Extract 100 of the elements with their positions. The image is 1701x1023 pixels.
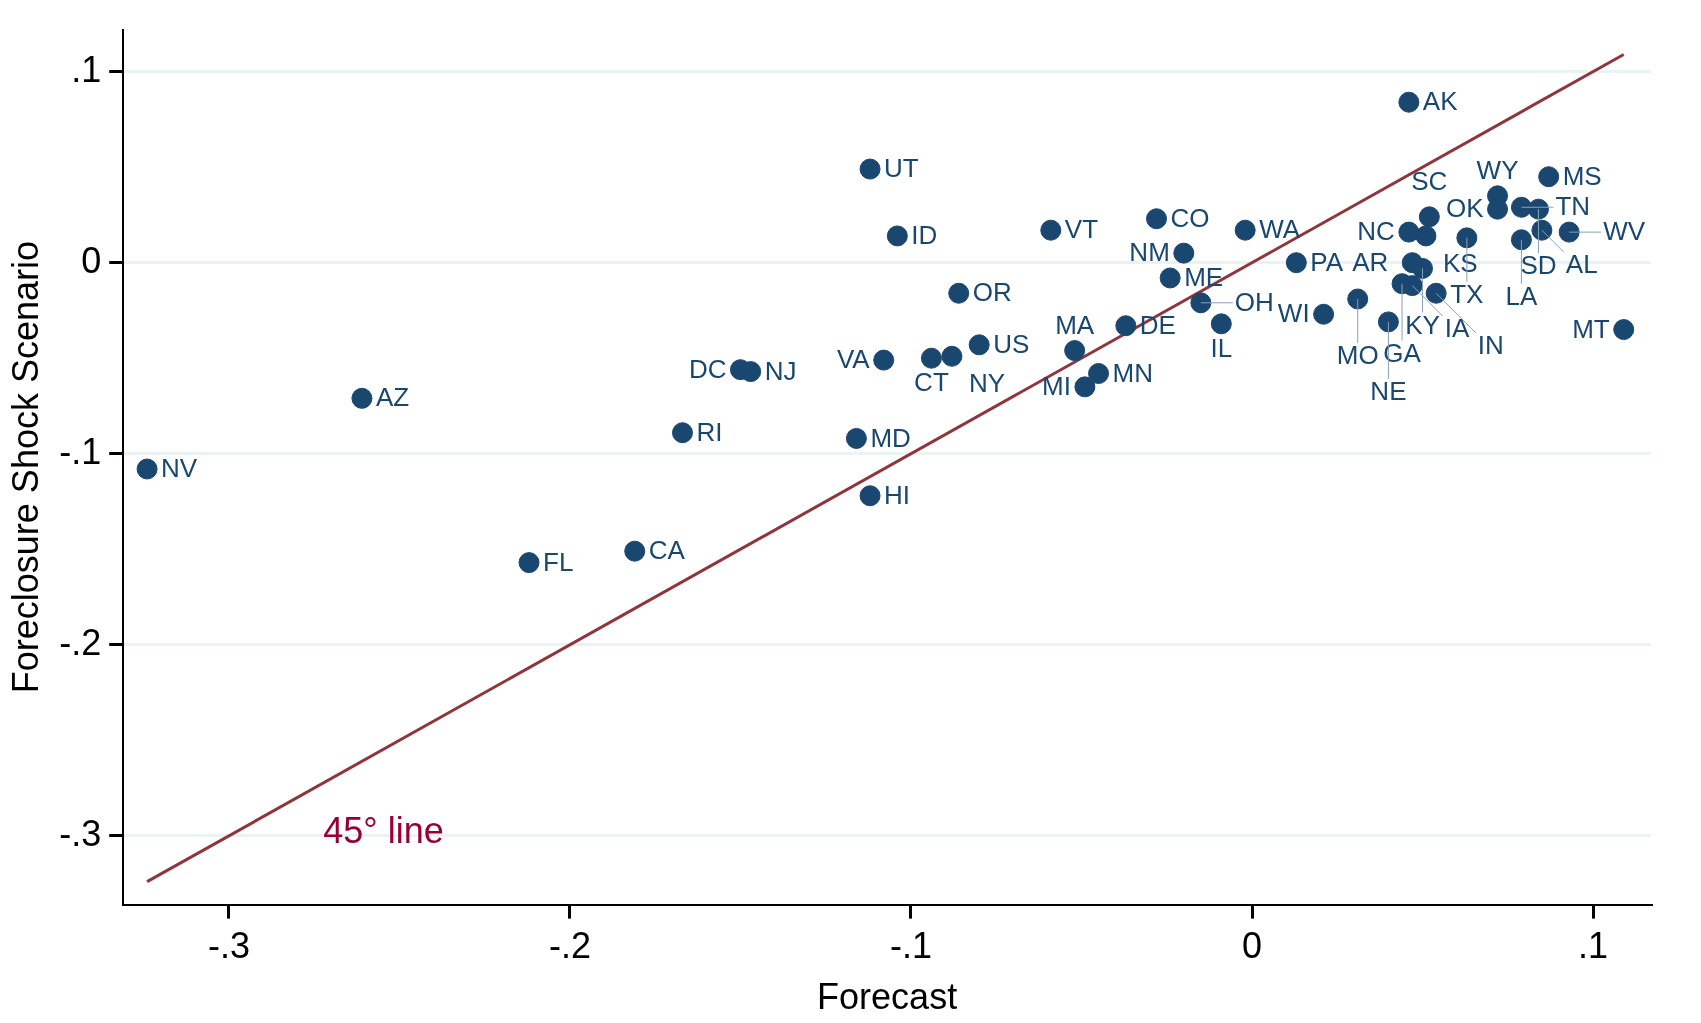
data-label: NM bbox=[1129, 237, 1170, 268]
point bbox=[1418, 206, 1440, 228]
point bbox=[920, 347, 942, 369]
point bbox=[948, 282, 970, 304]
data-label: NJ bbox=[764, 355, 797, 386]
data-label: US bbox=[993, 329, 1030, 359]
data-label: CA bbox=[648, 535, 686, 566]
point bbox=[351, 387, 373, 409]
point bbox=[1313, 303, 1335, 325]
data-label: WI bbox=[1277, 298, 1310, 329]
point bbox=[859, 485, 881, 507]
point bbox=[1173, 242, 1195, 264]
point bbox=[1074, 376, 1096, 398]
data-label: CT bbox=[914, 367, 949, 398]
point bbox=[1190, 292, 1212, 314]
point bbox=[1159, 267, 1181, 289]
point bbox=[886, 225, 908, 247]
point bbox=[1510, 196, 1532, 218]
data-label: MD bbox=[870, 422, 911, 453]
data-label: IA bbox=[1444, 313, 1470, 344]
y-tick-label: -.1 bbox=[59, 430, 102, 472]
y-tick-label: .1 bbox=[71, 48, 102, 90]
data-label: KY bbox=[1405, 309, 1440, 340]
data-label: NV bbox=[161, 453, 198, 484]
data-label: MS bbox=[1562, 160, 1602, 191]
x-tick-label: -.1 bbox=[889, 925, 932, 967]
point bbox=[1115, 315, 1137, 337]
data-label: VA bbox=[836, 344, 871, 375]
point bbox=[1234, 219, 1256, 241]
point bbox=[1285, 252, 1307, 274]
data-label: AK bbox=[1422, 86, 1459, 117]
point bbox=[671, 422, 693, 444]
x-tick-label: 0 bbox=[1241, 925, 1263, 967]
point bbox=[1398, 91, 1420, 113]
data-label: NE bbox=[1370, 376, 1407, 407]
data-label: NC bbox=[1357, 216, 1395, 247]
data-label: MI bbox=[1042, 371, 1071, 402]
x-tick-label: -.3 bbox=[207, 925, 250, 967]
data-label: DE bbox=[1139, 309, 1176, 340]
data-label: VT bbox=[1064, 214, 1099, 245]
point bbox=[1456, 227, 1478, 249]
y-tick-label: -.2 bbox=[59, 621, 102, 663]
data-label: MN bbox=[1112, 357, 1153, 388]
point bbox=[845, 427, 867, 449]
data-label: HI bbox=[884, 479, 911, 510]
data-label: IL bbox=[1210, 332, 1233, 363]
data-label: TN bbox=[1555, 191, 1591, 222]
data-label: OK bbox=[1445, 193, 1485, 224]
data-label: RI bbox=[696, 416, 723, 447]
point bbox=[518, 552, 540, 574]
point bbox=[1412, 257, 1434, 279]
data-label: NY bbox=[968, 368, 1006, 399]
data-label: IN bbox=[1477, 329, 1504, 360]
point bbox=[859, 158, 881, 180]
point bbox=[1558, 221, 1580, 243]
data-label: MT bbox=[1572, 313, 1610, 344]
data-label: WY bbox=[1476, 154, 1519, 185]
x-axis-title: Forecast bbox=[817, 976, 958, 1018]
point bbox=[136, 458, 158, 480]
point bbox=[1088, 362, 1110, 384]
point bbox=[1510, 229, 1532, 251]
point bbox=[1347, 288, 1369, 310]
point bbox=[1210, 313, 1232, 335]
y-axis-title: Foreclosure Shock Scenario bbox=[4, 240, 46, 694]
data-label: TX bbox=[1450, 279, 1484, 310]
data-label: GA bbox=[1383, 337, 1422, 368]
x-tick-label: .1 bbox=[1578, 925, 1609, 967]
point bbox=[1398, 221, 1420, 243]
data-label: AZ bbox=[375, 382, 410, 413]
point bbox=[624, 540, 646, 562]
data-label: AR bbox=[1352, 246, 1389, 277]
y-tick-label: 0 bbox=[81, 239, 102, 281]
data-label: KS bbox=[1442, 248, 1478, 279]
data-label: CO bbox=[1170, 202, 1210, 233]
data-label: OH bbox=[1234, 286, 1274, 317]
data-label: SD bbox=[1520, 250, 1557, 281]
y-tick-label: -.3 bbox=[59, 812, 102, 854]
point bbox=[1527, 198, 1549, 220]
point bbox=[1040, 219, 1062, 241]
point bbox=[1425, 282, 1447, 304]
point bbox=[941, 345, 963, 367]
x-tick-label: -.2 bbox=[548, 925, 591, 967]
point bbox=[1064, 340, 1086, 362]
point bbox=[1613, 319, 1635, 341]
data-label: LA bbox=[1505, 280, 1538, 311]
point bbox=[1415, 225, 1437, 247]
data-label: PA bbox=[1310, 246, 1344, 277]
point bbox=[968, 334, 990, 356]
data-label: FL bbox=[543, 546, 574, 577]
data-label: MO bbox=[1336, 340, 1379, 371]
data-label: WA bbox=[1259, 214, 1301, 245]
data-label: SC bbox=[1411, 166, 1448, 196]
data-label: WV bbox=[1603, 216, 1646, 247]
data-label: DC bbox=[688, 353, 727, 384]
data-label: ME bbox=[1184, 262, 1224, 293]
point bbox=[1146, 208, 1168, 230]
annotation: 45° line bbox=[323, 809, 444, 851]
point bbox=[1377, 311, 1399, 333]
data-label: UT bbox=[884, 153, 919, 184]
data-label: OR bbox=[972, 277, 1012, 308]
